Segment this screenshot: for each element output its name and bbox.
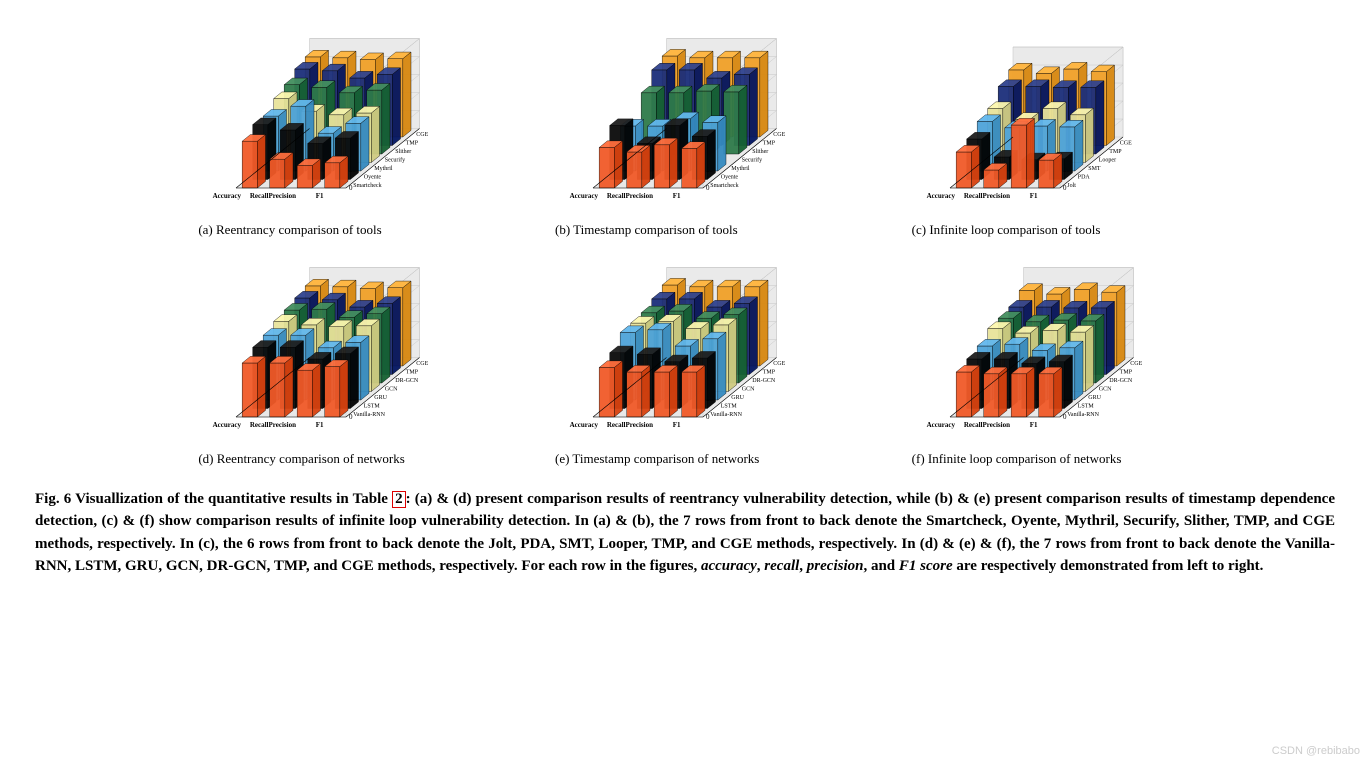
subcaption-e: (e) Timestamp comparison of networks <box>555 451 815 468</box>
svg-text:TMP: TMP <box>763 369 776 375</box>
svg-text:Accuracy: Accuracy <box>570 421 599 429</box>
svg-text:Looper: Looper <box>1098 157 1115 163</box>
caption-prefix: Visuallization of the quantitative resul… <box>75 491 388 507</box>
svg-text:GRU: GRU <box>1088 395 1101 401</box>
svg-text:Accuracy: Accuracy <box>926 192 955 200</box>
metric-accuracy: accuracy <box>701 558 757 574</box>
svg-text:Smartcheck: Smartcheck <box>710 183 738 189</box>
svg-text:F1: F1 <box>1029 421 1037 429</box>
svg-text:Recall: Recall <box>607 192 626 200</box>
svg-text:Vanilla-RNN: Vanilla-RNN <box>1067 412 1099 418</box>
svg-text:GRU: GRU <box>375 395 388 401</box>
chart-cell-a: 020406080100%AccuracyRecallPrecisionF1Sm… <box>160 20 497 239</box>
svg-text:TMP: TMP <box>406 140 419 146</box>
svg-text:GCN: GCN <box>385 386 398 392</box>
svg-text:F1: F1 <box>673 421 681 429</box>
svg-text:CGE: CGE <box>1119 140 1131 146</box>
svg-text:Accuracy: Accuracy <box>213 421 242 429</box>
svg-text:LSTM: LSTM <box>1077 403 1094 409</box>
svg-text:CGE: CGE <box>417 132 429 138</box>
svg-text:TMP: TMP <box>1119 369 1132 375</box>
metric-precision: precision <box>807 558 864 574</box>
chart-cell-b: 020406080100%AccuracyRecallPrecisionF1Sm… <box>517 20 854 239</box>
svg-text:Accuracy: Accuracy <box>570 192 599 200</box>
svg-text:Recall: Recall <box>250 192 269 200</box>
svg-text:TMP: TMP <box>763 140 776 146</box>
svg-text:Mythril: Mythril <box>731 166 750 172</box>
svg-text:DR-GCN: DR-GCN <box>396 378 420 384</box>
subcaption-b: (b) Timestamp comparison of tools <box>555 222 815 239</box>
svg-text:Recall: Recall <box>963 192 982 200</box>
chart-e: 020406080100%AccuracyRecallPrecisionF1Va… <box>555 249 815 449</box>
svg-text:F1: F1 <box>316 421 324 429</box>
svg-text:CGE: CGE <box>1130 361 1142 367</box>
svg-text:DR-GCN: DR-GCN <box>752 378 776 384</box>
svg-text:Accuracy: Accuracy <box>213 192 242 200</box>
subcaption-c: (c) Infinite loop comparison of tools <box>912 222 1172 239</box>
svg-text:Oyente: Oyente <box>721 174 739 180</box>
svg-text:TMP: TMP <box>1109 149 1122 155</box>
svg-text:SMT: SMT <box>1088 166 1101 172</box>
svg-text:CGE: CGE <box>773 132 785 138</box>
svg-text:Vanilla-RNN: Vanilla-RNN <box>710 412 742 418</box>
svg-text:Securify: Securify <box>385 156 405 163</box>
chart-c: 020406080100%AccuracyRecallPrecisionF1Jo… <box>912 20 1172 220</box>
svg-text:Recall: Recall <box>607 421 626 429</box>
svg-text:Slither: Slither <box>396 149 412 155</box>
svg-text:Precision: Precision <box>626 421 654 429</box>
svg-text:Vanilla-RNN: Vanilla-RNN <box>354 412 386 418</box>
svg-text:Precision: Precision <box>269 421 297 429</box>
subcaption-d: (d) Reentrancy comparison of networks <box>198 451 458 468</box>
svg-text:GCN: GCN <box>742 386 755 392</box>
svg-text:Recall: Recall <box>963 421 982 429</box>
chart-cell-f: 020406080100%AccuracyRecallPrecisionF1Va… <box>873 249 1210 468</box>
chart-a: 020406080100%AccuracyRecallPrecisionF1Sm… <box>198 20 458 220</box>
svg-text:F1: F1 <box>316 192 324 200</box>
caption-tail: are respectively demonstrated from left … <box>953 558 1264 574</box>
table-ref-link[interactable]: 2 <box>392 491 406 508</box>
svg-text:Precision: Precision <box>269 192 297 200</box>
subcaption-a: (a) Reentrancy comparison of tools <box>198 222 458 239</box>
svg-text:LSTM: LSTM <box>721 403 738 409</box>
charts-grid: 020406080100%AccuracyRecallPrecisionF1Sm… <box>160 20 1210 468</box>
chart-d: 020406080100%AccuracyRecallPrecisionF1Va… <box>198 249 458 449</box>
figure-number: Fig. 6 <box>35 491 71 507</box>
figure-caption: Fig. 6 Visuallization of the quantitativ… <box>35 488 1335 578</box>
svg-text:Securify: Securify <box>742 156 762 163</box>
svg-text:CGE: CGE <box>773 361 785 367</box>
subcaption-f: (f) Infinite loop comparison of networks <box>912 451 1172 468</box>
svg-text:Mythril: Mythril <box>375 166 394 172</box>
svg-text:PDA: PDA <box>1077 174 1090 180</box>
svg-text:Oyente: Oyente <box>364 174 382 180</box>
svg-text:DR-GCN: DR-GCN <box>1109 378 1133 384</box>
chart-cell-d: 020406080100%AccuracyRecallPrecisionF1Va… <box>160 249 497 468</box>
svg-text:TMP: TMP <box>406 369 419 375</box>
watermark: CSDN @rebibabo <box>1272 745 1360 757</box>
svg-text:Accuracy: Accuracy <box>926 421 955 429</box>
svg-text:Jolt: Jolt <box>1067 183 1076 189</box>
chart-cell-e: 020406080100%AccuracyRecallPrecisionF1Va… <box>517 249 854 468</box>
svg-text:F1: F1 <box>673 192 681 200</box>
svg-text:CGE: CGE <box>417 361 429 367</box>
svg-text:Precision: Precision <box>982 421 1010 429</box>
metric-recall: recall <box>764 558 799 574</box>
chart-b: 020406080100%AccuracyRecallPrecisionF1Sm… <box>555 20 815 220</box>
svg-text:F1: F1 <box>1029 192 1037 200</box>
svg-text:Slither: Slither <box>752 149 768 155</box>
svg-text:Precision: Precision <box>626 192 654 200</box>
svg-text:GRU: GRU <box>731 395 744 401</box>
svg-text:Smartcheck: Smartcheck <box>354 183 382 189</box>
chart-cell-c: 020406080100%AccuracyRecallPrecisionF1Jo… <box>873 20 1210 239</box>
svg-text:GCN: GCN <box>1098 386 1111 392</box>
chart-f: 020406080100%AccuracyRecallPrecisionF1Va… <box>912 249 1172 449</box>
svg-text:Recall: Recall <box>250 421 269 429</box>
metric-f1: F1 score <box>899 558 953 574</box>
svg-text:LSTM: LSTM <box>364 403 381 409</box>
svg-text:Precision: Precision <box>982 192 1010 200</box>
